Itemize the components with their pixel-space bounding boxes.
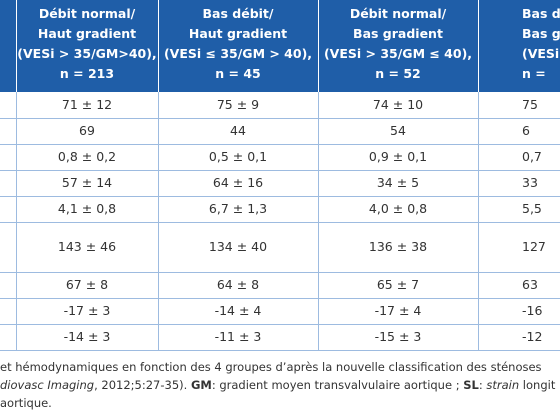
- caption-text: : gradient moyen transvalvulaire aortiqu…: [211, 378, 464, 392]
- table-cell: -11 ± 3: [214, 329, 262, 344]
- table-cell: 4,1 ± 0,8: [57, 201, 117, 216]
- table-cell: -15 ± 3: [374, 329, 422, 344]
- row-divider: [0, 222, 560, 223]
- table-cell: 63: [522, 277, 538, 292]
- table-cell: 4,0 ± 0,8: [368, 201, 428, 216]
- table-cell: 0,8 ± 0,2: [57, 149, 117, 164]
- table-cell: 134 ± 40: [208, 239, 268, 254]
- row-divider: [0, 118, 560, 119]
- table-cell: 75: [522, 97, 538, 112]
- row-divider: [0, 196, 560, 197]
- header-text: (VESi > 35/GM ≤ 40),: [323, 46, 473, 61]
- header-text: Bas g: [522, 26, 560, 41]
- table-cell: -12: [522, 329, 543, 344]
- column-divider: [478, 92, 479, 350]
- table-cell: -17 ± 3: [63, 303, 111, 318]
- header-divider: [158, 0, 159, 92]
- caption-text: , 2012;5:27-35).: [94, 378, 191, 392]
- table-cell: 127: [522, 239, 546, 254]
- table-cell: 6: [522, 123, 530, 138]
- header-text: Haut gradient: [37, 26, 137, 41]
- header-divider: [16, 0, 17, 92]
- table-header: [0, 0, 560, 92]
- table-cell: 6,7 ± 1,3: [208, 201, 268, 216]
- table-cell: 0,5 ± 0,1: [208, 149, 268, 164]
- table-cell: 65 ± 7: [376, 277, 420, 292]
- table-cell: 71 ± 12: [61, 97, 113, 112]
- row-divider: [0, 324, 560, 325]
- column-divider: [318, 92, 319, 350]
- table-cell: -14 ± 4: [214, 303, 262, 318]
- header-text: Haut gradient: [188, 26, 288, 41]
- caption-line: diovasc Imaging, 2012;5:27-35). GM: grad…: [0, 378, 555, 392]
- table-cell: 74 ± 10: [372, 97, 424, 112]
- table-cell: 69: [79, 123, 95, 138]
- table-cell: 33: [522, 175, 538, 190]
- header-text: Débit normal/: [349, 6, 447, 21]
- table-cell: 0,7: [522, 149, 542, 164]
- table-cell: 64 ± 8: [216, 277, 260, 292]
- caption-text: SL: [463, 378, 479, 392]
- table-cell: -14 ± 3: [63, 329, 111, 344]
- caption-text: diovasc Imaging: [0, 378, 95, 392]
- header-text: Bas débit/: [202, 6, 274, 21]
- header-text: n = 45: [215, 66, 261, 81]
- column-divider: [158, 92, 159, 350]
- caption-line: et hémodynamiques en fonction des 4 grou…: [0, 360, 542, 374]
- header-text: (VESi > 35/GM>40),: [17, 46, 157, 61]
- header-text: Bas d: [522, 6, 560, 21]
- table-cell: 67 ± 8: [65, 277, 109, 292]
- table-cell: 44: [230, 123, 246, 138]
- row-divider: [0, 350, 560, 351]
- caption-text: longit: [519, 378, 556, 392]
- table-cell: 136 ± 38: [368, 239, 428, 254]
- header-divider: [478, 0, 479, 92]
- row-divider: [0, 298, 560, 299]
- header-text: n = 213: [59, 66, 115, 81]
- caption-text: aortique.: [0, 396, 52, 410]
- header-text: Débit normal/: [38, 6, 136, 21]
- table-cell: 75 ± 9: [216, 97, 260, 112]
- header-text: n =: [522, 66, 546, 81]
- header-text: n = 52: [375, 66, 421, 81]
- caption-text: :: [478, 378, 487, 392]
- table-cell: -17 ± 4: [374, 303, 422, 318]
- row-divider: [0, 144, 560, 145]
- column-divider: [16, 92, 17, 350]
- caption-text: GM: [190, 378, 212, 392]
- row-divider: [0, 272, 560, 273]
- row-divider: [0, 170, 560, 171]
- table-cell: 64 ± 16: [212, 175, 264, 190]
- table-cell: 0,9 ± 0,1: [368, 149, 428, 164]
- header-text: (VESi ≤ 35/: [522, 46, 560, 61]
- header-text: Bas gradient: [353, 26, 443, 41]
- table-cell: -16: [522, 303, 543, 318]
- caption-text: strain: [486, 378, 520, 392]
- table-cell: 5,5: [522, 201, 542, 216]
- table-cell: 57 ± 14: [61, 175, 113, 190]
- header-divider: [318, 0, 319, 92]
- caption-line: aortique.: [0, 396, 52, 410]
- caption-text: et hémodynamiques en fonction des 4 grou…: [0, 360, 542, 374]
- table-cell: 34 ± 5: [376, 175, 420, 190]
- table-cell: 54: [390, 123, 406, 138]
- header-text: (VESi ≤ 35/GM > 40),: [163, 46, 313, 61]
- table-cell: 143 ± 46: [57, 239, 117, 254]
